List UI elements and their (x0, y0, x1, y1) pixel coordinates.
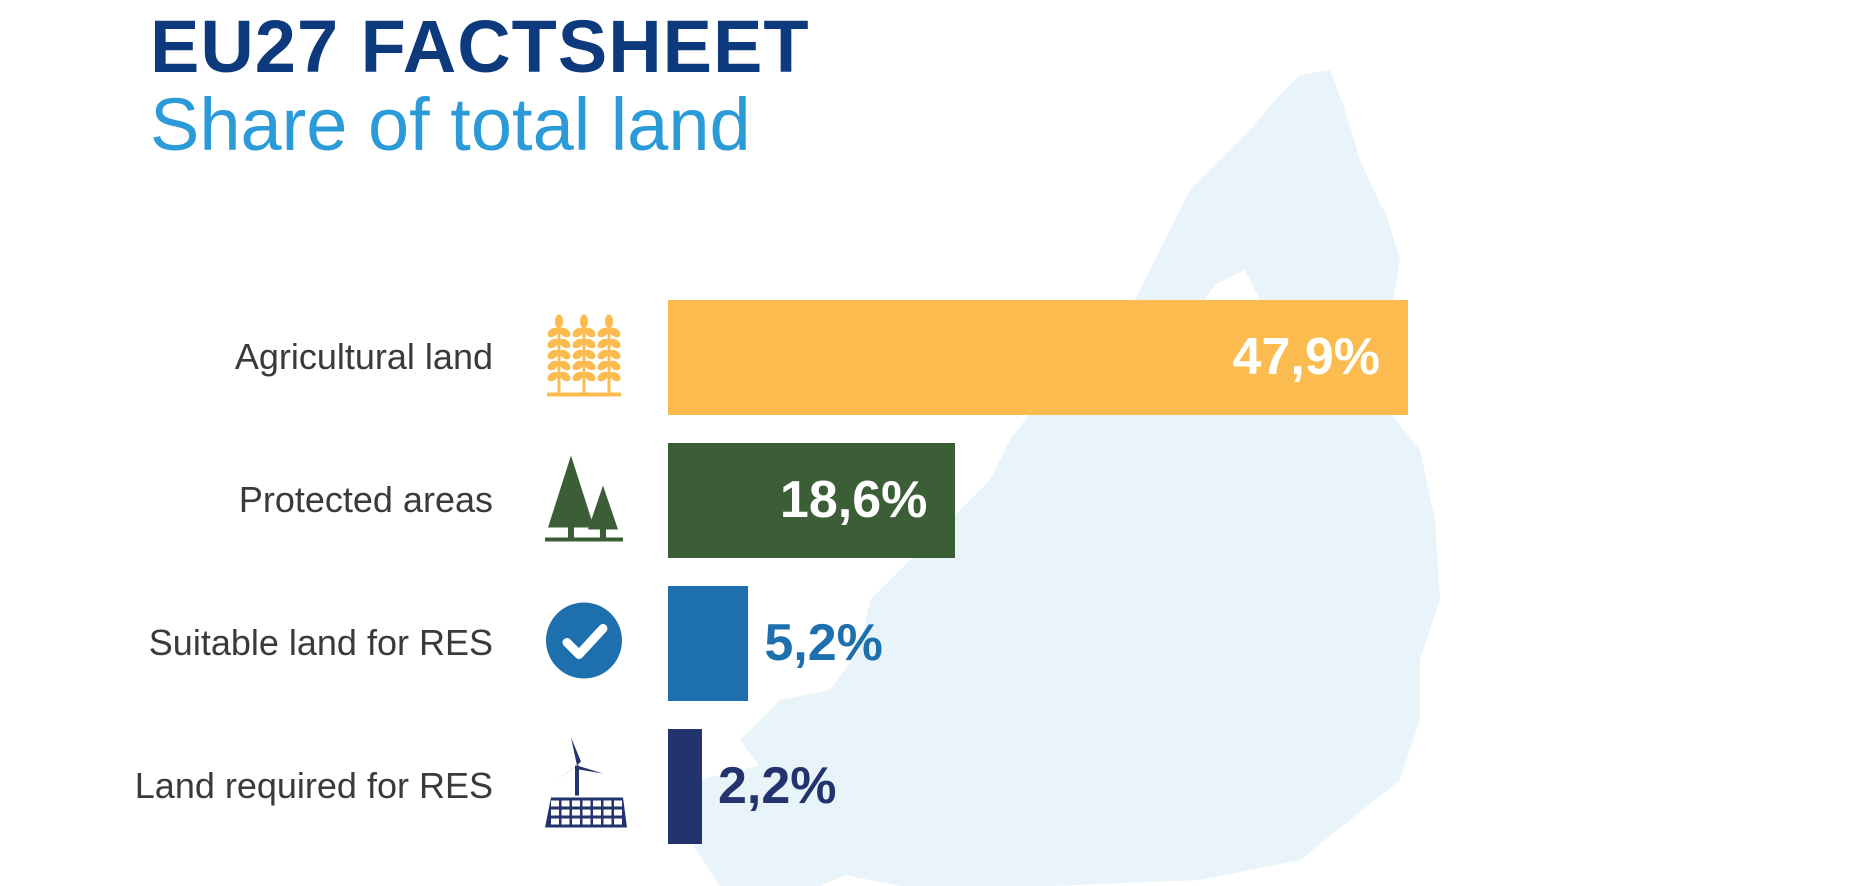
category-label-agricultural: Agricultural land (234, 336, 493, 377)
pine-trees-icon (541, 448, 627, 553)
value-label-agricultural: 47,9% (1232, 328, 1380, 386)
bar-protected (668, 442, 956, 558)
wind-solar-icon (541, 734, 627, 839)
category-label-required: Land required for RES (134, 765, 493, 806)
page-title: EU27 FACTSHEET (150, 5, 810, 88)
wheat-icon (541, 305, 627, 410)
bar-required (668, 728, 702, 844)
bar-agricultural (668, 299, 1408, 415)
checkmark-circle-icon (541, 591, 627, 696)
bar-suitable (668, 585, 749, 701)
value-label-protected: 18,6% (779, 471, 928, 529)
value-label-suitable: 5,2% (764, 614, 883, 672)
category-label-suitable: Suitable land for RES (148, 622, 493, 663)
category-label-protected: Protected areas (238, 479, 493, 520)
value-label-required: 2,2% (718, 757, 837, 815)
page-subtitle: Share of total land (150, 83, 751, 166)
